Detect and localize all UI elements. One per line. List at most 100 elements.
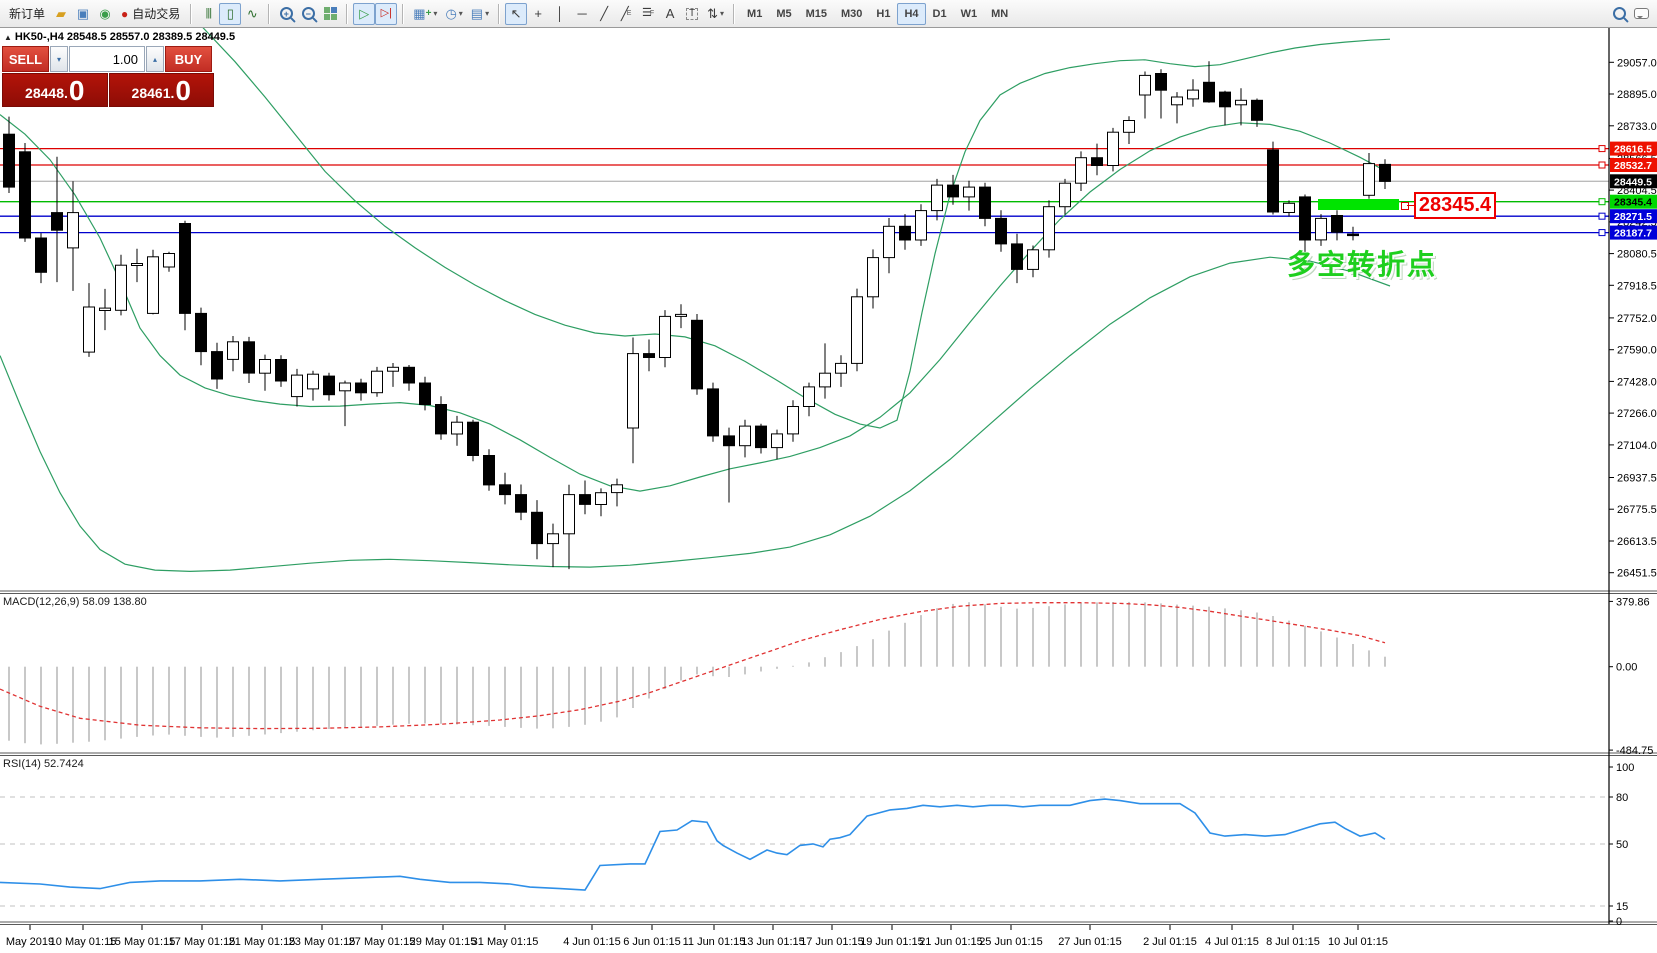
line-handle[interactable] bbox=[1598, 229, 1606, 237]
bollinger-bands bbox=[0, 24, 1391, 573]
periods-button[interactable]: ◷ ▾ bbox=[445, 6, 463, 21]
fibonacci-tool-icon[interactable]: ☰ F bbox=[642, 7, 655, 19]
timeframe-D1[interactable]: D1 bbox=[932, 7, 947, 20]
history-center-icon[interactable]: ▰ bbox=[56, 6, 67, 21]
svg-text:0.00: 0.00 bbox=[1616, 662, 1637, 674]
price-badges: 28616.5 28532.7 28449.5 28345.4 28271.5 28187… bbox=[1610, 141, 1657, 240]
timeframe-M1[interactable]: M1 bbox=[747, 7, 763, 20]
search-icon[interactable] bbox=[1608, 3, 1630, 25]
price-badge-28449.5 bbox=[1610, 174, 1657, 189]
bar-chart-icon[interactable]: ||| bbox=[205, 7, 212, 19]
svg-text:26775.5: 26775.5 bbox=[1617, 504, 1657, 516]
price-badge-28616.5 bbox=[1610, 141, 1657, 156]
svg-text:27428.0: 27428.0 bbox=[1617, 376, 1657, 388]
chart-title: ▲ HK50-,H4 28548.5 28557.0 28389.5 28449.… bbox=[4, 31, 236, 43]
text-tool-icon[interactable]: A bbox=[665, 6, 675, 21]
rsi-pane bbox=[0, 796, 1609, 907]
svg-text:21 May 01:15: 21 May 01:15 bbox=[229, 936, 296, 948]
svg-text:27104.0: 27104.0 bbox=[1617, 440, 1657, 452]
volume-increase-button[interactable]: ▴ bbox=[146, 46, 164, 72]
svg-text:15 May 01:15: 15 May 01:15 bbox=[109, 936, 176, 948]
svg-text:19 Jun 01:15: 19 Jun 01:15 bbox=[860, 936, 924, 948]
svg-text:100: 100 bbox=[1616, 762, 1634, 774]
line-handle[interactable] bbox=[1598, 212, 1606, 220]
svg-text:29 May 01:15: 29 May 01:15 bbox=[410, 936, 477, 948]
volume-decrease-button[interactable]: ▾ bbox=[50, 46, 68, 72]
toolbar-separator bbox=[402, 3, 405, 24]
pane-borders bbox=[0, 28, 1657, 925]
channel-tool-icon[interactable]: ╱ E bbox=[620, 6, 632, 21]
svg-text:28733.0: 28733.0 bbox=[1617, 121, 1657, 133]
toolbar-separator bbox=[498, 3, 501, 24]
svg-text:27 May 01:15: 27 May 01:15 bbox=[349, 936, 416, 948]
timeframe-M15[interactable]: M15 bbox=[805, 7, 827, 20]
svg-text:17 Jun 01:15: 17 Jun 01:15 bbox=[800, 936, 864, 948]
timeframe-H1[interactable]: H1 bbox=[876, 7, 891, 20]
svg-text:27266.0: 27266.0 bbox=[1617, 408, 1657, 420]
price-tag-anchor-handle[interactable] bbox=[1401, 202, 1409, 210]
svg-text:27 Jun 01:15: 27 Jun 01:15 bbox=[1058, 936, 1122, 948]
timeframe-M30[interactable]: M30 bbox=[841, 7, 863, 20]
tile-windows-icon[interactable] bbox=[319, 3, 341, 25]
svg-text:17 May 01:15: 17 May 01:15 bbox=[169, 936, 236, 948]
toolbar-separator bbox=[268, 3, 271, 24]
line-handle[interactable] bbox=[1598, 161, 1606, 169]
svg-text:29057.0: 29057.0 bbox=[1617, 57, 1657, 69]
templates-button[interactable]: ▤ ▾ bbox=[470, 6, 490, 21]
support-highlight-rectangle[interactable] bbox=[1318, 199, 1399, 210]
svg-text:28895.0: 28895.0 bbox=[1617, 89, 1657, 101]
sell-price-button[interactable]: 28448. 0 bbox=[2, 73, 108, 107]
line-chart-icon[interactable]: ∿ bbox=[246, 6, 258, 21]
timeframe-group: M1 M5 M15 M30 H1 H4 D1 W1 MN bbox=[740, 2, 1015, 25]
timeframe-MN[interactable]: MN bbox=[991, 7, 1009, 20]
macd-indicator-label: MACD(12,26,9) 58.09 138.80 bbox=[3, 596, 147, 608]
chart-shift-icon[interactable]: ▷| bbox=[375, 2, 398, 25]
one-click-toggle-icon[interactable]: ▲ bbox=[4, 33, 12, 42]
svg-text:50: 50 bbox=[1616, 839, 1628, 851]
buy-button[interactable]: BUY bbox=[165, 46, 212, 72]
profile-icon[interactable]: ▣ bbox=[76, 6, 90, 21]
new-chart-button[interactable]: ▦ + ▾ bbox=[413, 6, 438, 21]
auto-scroll-icon[interactable]: ▷ bbox=[353, 2, 376, 25]
candlestick-chart-icon[interactable]: ▯ bbox=[219, 2, 242, 25]
toolbar-separator bbox=[190, 3, 193, 24]
svg-text:28080.5: 28080.5 bbox=[1617, 249, 1657, 261]
pivot-annotation-text[interactable]: 多空转折点 bbox=[1287, 249, 1438, 280]
chat-icon[interactable] bbox=[1630, 3, 1653, 25]
buy-price-button[interactable]: 28461. 0 bbox=[108, 73, 214, 107]
alerts-icon[interactable]: ◉ bbox=[99, 6, 111, 21]
svg-text:27752.0: 27752.0 bbox=[1617, 313, 1657, 325]
rsi-indicator-label: RSI(14) 52.7424 bbox=[3, 758, 84, 770]
cursor-tool-icon[interactable]: ↖ bbox=[505, 2, 528, 25]
line-handle[interactable] bbox=[1598, 145, 1606, 153]
auto-trading-button[interactable]: ● 自动交易 bbox=[121, 6, 181, 22]
timeframe-W1[interactable]: W1 bbox=[960, 7, 978, 20]
support-price-label[interactable]: 28345.4 bbox=[1414, 192, 1496, 219]
svg-text:10 Jul 01:15: 10 Jul 01:15 bbox=[1328, 936, 1388, 948]
timeframe-M5[interactable]: M5 bbox=[776, 7, 792, 20]
zoom-in-icon[interactable]: + bbox=[275, 3, 297, 25]
volume-input[interactable]: 1.00 bbox=[69, 46, 145, 72]
new-order-button[interactable]: 新订单 bbox=[9, 7, 46, 21]
toolbar-separator bbox=[346, 3, 349, 24]
svg-text:27918.5: 27918.5 bbox=[1617, 280, 1657, 292]
trendline-tool-icon[interactable]: ╱ bbox=[600, 6, 609, 21]
svg-text:2 Jul 01:15: 2 Jul 01:15 bbox=[1143, 936, 1197, 948]
sell-button[interactable]: SELL bbox=[2, 46, 49, 72]
arrows-tool-icon[interactable]: ⇅ ▾ bbox=[707, 6, 725, 21]
svg-text:May 2019: May 2019 bbox=[6, 936, 54, 948]
svg-text:379.86: 379.86 bbox=[1616, 596, 1650, 608]
crosshair-tool-icon[interactable]: + bbox=[534, 6, 542, 21]
svg-text:4 Jul 01:15: 4 Jul 01:15 bbox=[1205, 936, 1259, 948]
zoom-out-icon[interactable]: − bbox=[297, 3, 319, 25]
horizontal-line-tool-icon[interactable]: ─ bbox=[577, 6, 587, 21]
svg-text:23 May 01:15: 23 May 01:15 bbox=[289, 936, 356, 948]
vertical-line-tool-icon[interactable]: │ bbox=[556, 6, 565, 21]
text-label-tool-icon[interactable]: T bbox=[681, 3, 703, 25]
line-handle[interactable] bbox=[1598, 198, 1606, 206]
autotrade-status-icon: ● bbox=[121, 6, 129, 21]
timeframe-H4[interactable]: H4 bbox=[897, 2, 926, 25]
price-badge-28187.7 bbox=[1610, 225, 1657, 240]
